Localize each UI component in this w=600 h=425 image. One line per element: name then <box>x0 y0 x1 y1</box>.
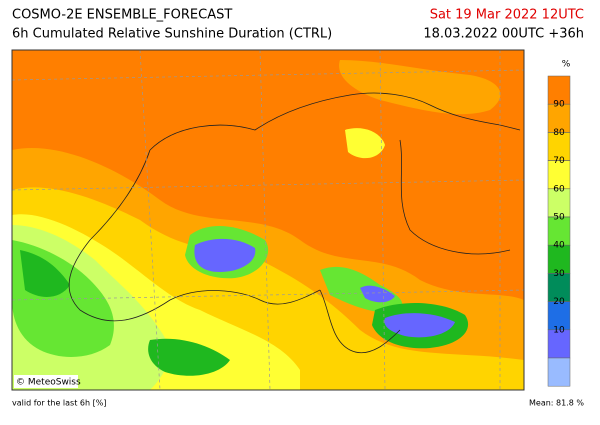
run-time: 18.03.2022 00UTC +36h <box>423 27 584 42</box>
field-region <box>384 313 455 338</box>
field-region <box>20 250 70 297</box>
footer-note: valid for the last 6h [%] <box>12 399 106 408</box>
valid-time: Sat 19 Mar 2022 12UTC <box>430 8 584 23</box>
borders <box>68 92 521 354</box>
map-frame <box>11 49 525 391</box>
legend-tick-label: 10 <box>553 325 565 335</box>
credit: © MeteoSwiss <box>16 378 81 388</box>
field-region <box>148 338 230 376</box>
legend-tick-label: 40 <box>553 241 565 251</box>
legend-tick-label: 20 <box>553 297 565 307</box>
legend-tick-label: 30 <box>553 269 565 279</box>
map: © MeteoSwiss <box>11 49 525 391</box>
title: COSMO-2E ENSEMBLE_FORECAST <box>12 8 232 23</box>
field-region <box>360 285 395 303</box>
field-region <box>345 128 385 159</box>
field-region <box>339 60 501 115</box>
legend-tick-label: 50 <box>553 213 565 223</box>
legend-swatch <box>547 357 571 387</box>
legend-tick-label: 70 <box>553 156 565 166</box>
legend: % 90 80 70 60 50 40 30 20 10 <box>547 60 571 387</box>
legend-unit: % <box>562 60 571 70</box>
graticule <box>12 50 524 390</box>
legend-tick-label: 60 <box>553 184 565 194</box>
subtitle: 6h Cumulated Relative Sunshine Duration … <box>12 27 332 42</box>
legend-tick-label: 90 <box>553 100 565 110</box>
credit-box <box>14 375 78 388</box>
field-region <box>194 238 256 272</box>
footer-mean: Mean: 81.8 % <box>529 399 584 408</box>
legend-tick-label: 80 <box>553 128 565 138</box>
